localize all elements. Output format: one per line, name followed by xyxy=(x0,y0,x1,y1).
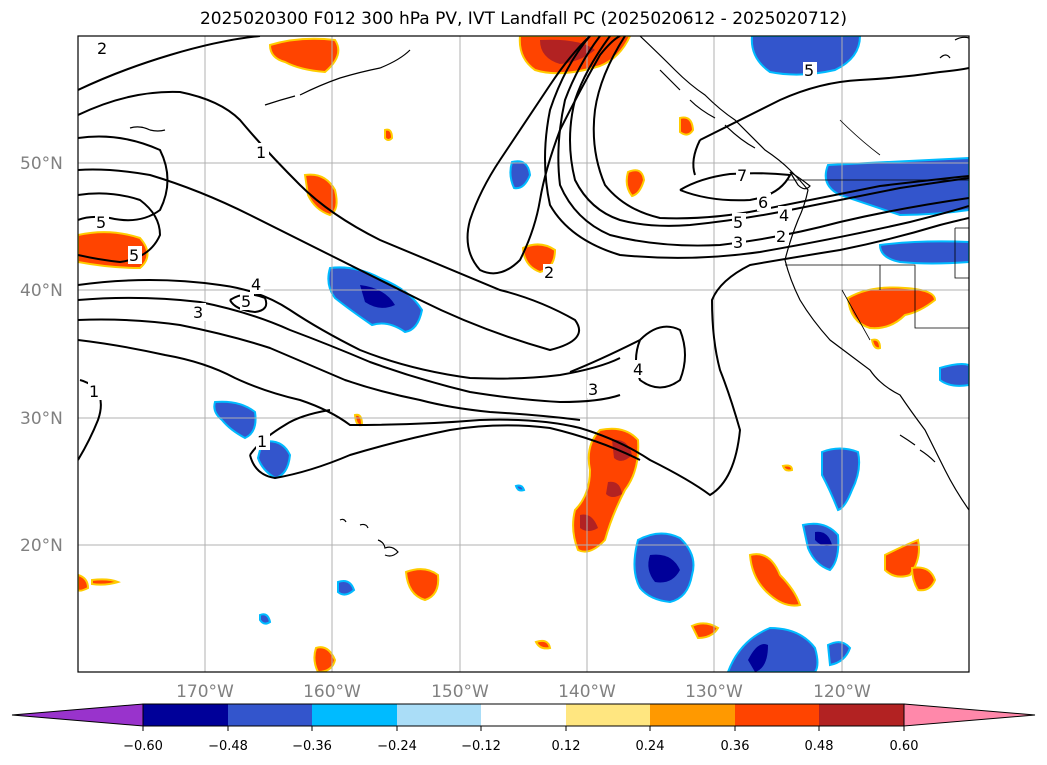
colorbar-tick-label: −0.24 xyxy=(377,739,417,754)
map-title: 2025020300 F012 300 hPa PV, IVT Landfall… xyxy=(199,9,847,29)
colorbar-extend-low xyxy=(11,703,144,727)
contour-label: 5 xyxy=(129,246,139,265)
lon-label-170w: 170°W xyxy=(176,682,234,702)
pv-contours xyxy=(78,36,969,497)
contour-label: 6 xyxy=(758,193,768,212)
contour-label: 7 xyxy=(737,166,747,185)
boundaries xyxy=(785,119,969,341)
colorbar: −0.60 −0.48 −0.36 −0.24 −0.12 0.12 0.24 … xyxy=(11,703,1036,754)
colorbar-bin xyxy=(566,704,650,726)
contour-label: 1 xyxy=(89,382,99,401)
colorbar-bin xyxy=(143,704,228,726)
contour-label: 3 xyxy=(588,380,598,399)
colorbar-bin xyxy=(481,704,566,726)
map-panel: 2 1 5 5 4 5 3 1 1 2 3 4 7 6 xyxy=(78,36,969,672)
contour-label: 5 xyxy=(241,292,251,311)
lat-label-40n: 40°N xyxy=(20,281,63,301)
lon-label-120w: 120°W xyxy=(813,682,871,702)
contour-labels: 2 1 5 5 4 5 3 1 1 2 3 4 7 6 xyxy=(88,39,817,451)
lat-label-20n: 20°N xyxy=(20,536,63,556)
coastlines xyxy=(129,36,969,557)
colorbar-tick-label: −0.60 xyxy=(123,739,163,754)
positive-anomaly-shading xyxy=(78,36,937,672)
lat-label-50n: 50°N xyxy=(20,154,63,174)
longitude-labels: 170°W 160°W 150°W 140°W 130°W 120°W xyxy=(176,682,871,702)
lat-label-30n: 30°N xyxy=(20,409,63,429)
contour-label: 4 xyxy=(779,206,789,225)
contour-label: 2 xyxy=(97,39,107,58)
latitude-labels: 50°N 40°N 30°N 20°N xyxy=(20,154,63,556)
colorbar-tick-label: −0.48 xyxy=(208,739,248,754)
colorbar-extend-high xyxy=(903,703,1036,727)
colorbar-tick-label: −0.36 xyxy=(292,739,332,754)
colorbar-tick-label: 0.48 xyxy=(805,739,834,754)
colorbar-bin xyxy=(228,704,312,726)
colorbar-bin xyxy=(819,704,904,726)
contour-label: 1 xyxy=(256,143,266,162)
colorbar-tick-label: −0.12 xyxy=(461,739,501,754)
lon-label-150w: 150°W xyxy=(431,682,489,702)
contour-label: 3 xyxy=(733,233,743,252)
colorbar-tick-label: 0.24 xyxy=(636,739,665,754)
colorbar-bin xyxy=(650,704,735,726)
contour-label: 2 xyxy=(776,227,786,246)
map-frame xyxy=(77,35,970,673)
contour-label: 1 xyxy=(257,432,267,451)
contour-label: 3 xyxy=(193,303,203,322)
negative-anomaly-shading xyxy=(213,36,969,672)
colorbar-bin xyxy=(397,704,481,726)
lon-label-160w: 160°W xyxy=(303,682,361,702)
colorbar-tick-label: 0.12 xyxy=(552,739,581,754)
contour-label: 5 xyxy=(733,213,743,232)
contour-label: 5 xyxy=(804,61,814,80)
contour-label: 4 xyxy=(251,275,261,294)
contour-label: 2 xyxy=(544,263,554,282)
lon-label-140w: 140°W xyxy=(558,682,616,702)
colorbar-bin xyxy=(735,704,819,726)
lon-label-130w: 130°W xyxy=(685,682,743,702)
colorbar-tick-label: 0.36 xyxy=(721,739,750,754)
contour-label: 4 xyxy=(633,360,643,379)
colorbar-tick-label: 0.60 xyxy=(890,739,919,754)
graticule xyxy=(78,36,969,672)
contour-label: 5 xyxy=(96,213,106,232)
colorbar-bin xyxy=(312,704,397,726)
